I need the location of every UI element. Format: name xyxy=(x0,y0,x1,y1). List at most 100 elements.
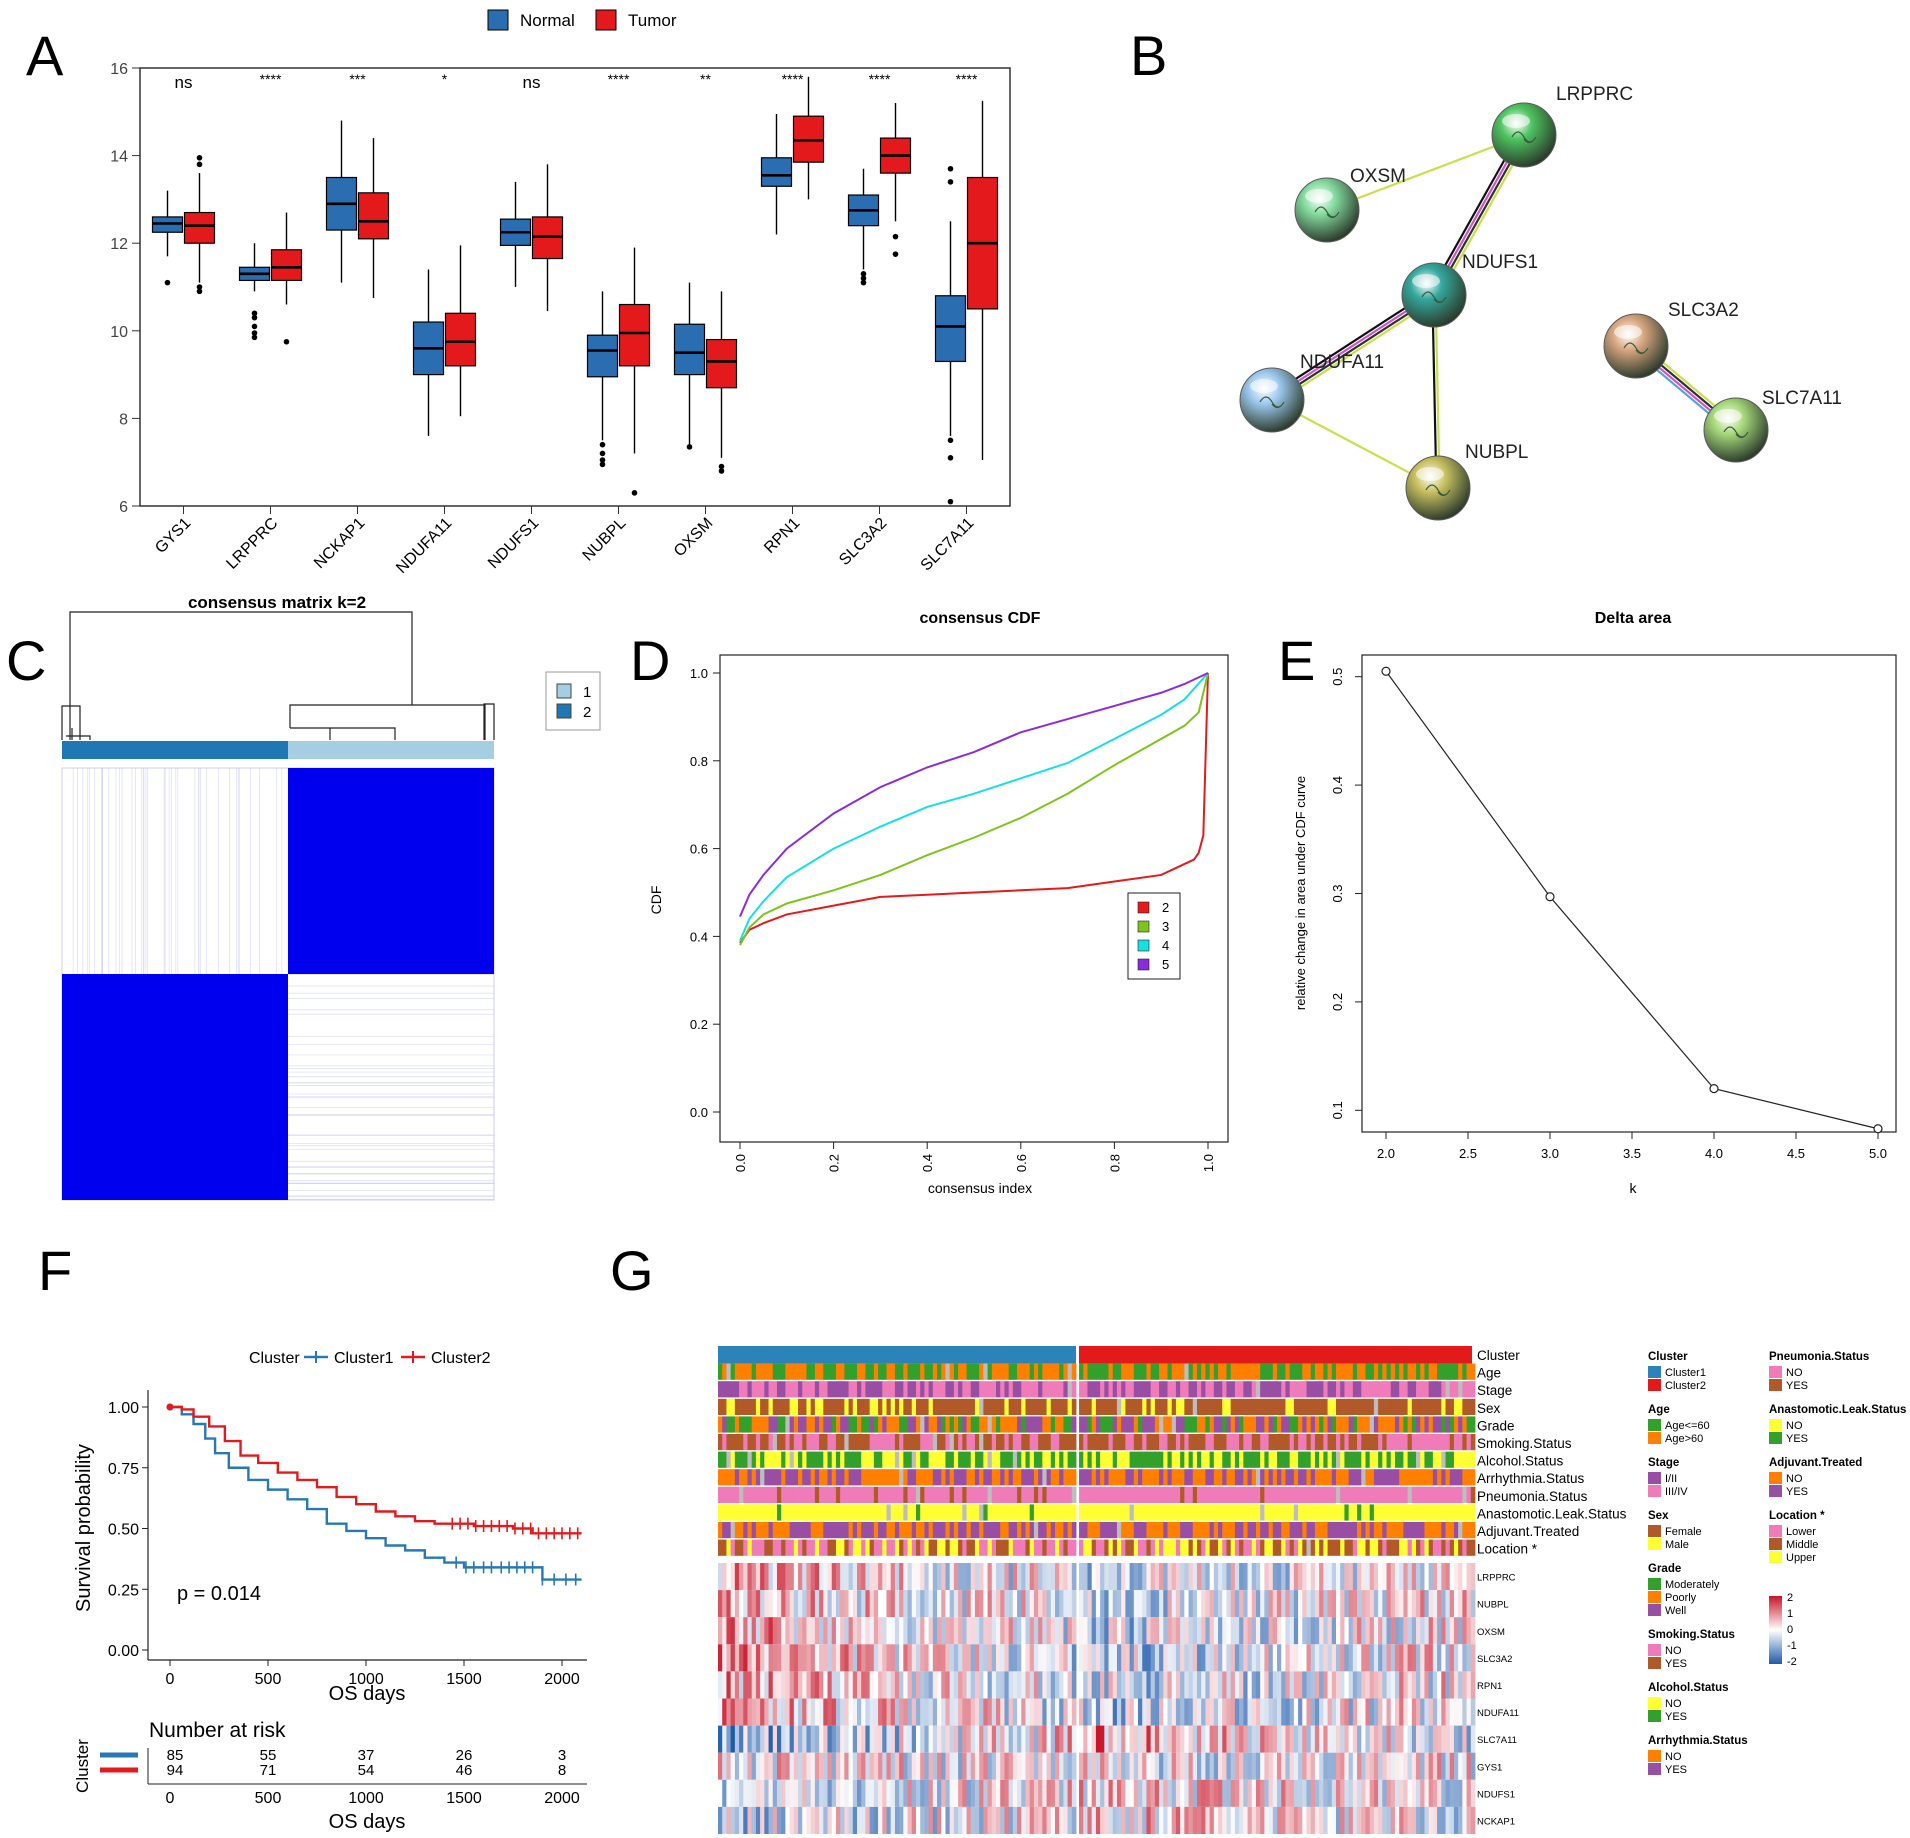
heatmap-cell xyxy=(1000,1725,1005,1753)
annotation-cell xyxy=(776,1451,782,1468)
heatmap-cell xyxy=(789,1644,795,1672)
annotation-cell xyxy=(899,1539,904,1556)
heatmap-cell xyxy=(755,1563,761,1591)
annotation-cell xyxy=(1071,1451,1077,1468)
heatmap-cell xyxy=(1466,1698,1472,1726)
heatmap-cell xyxy=(1079,1806,1084,1834)
annotation-cell xyxy=(941,1363,946,1380)
heatmap-cell xyxy=(1378,1617,1383,1645)
heatmap-cell xyxy=(1230,1590,1236,1618)
heatmap-cell xyxy=(1420,1563,1425,1591)
annotation-cell xyxy=(1054,1451,1060,1468)
heatmap-cell xyxy=(882,1752,887,1780)
cdf-legend-frame xyxy=(1127,892,1181,980)
annotation-cell xyxy=(1462,1486,1467,1503)
annotation-cell xyxy=(878,1522,883,1539)
heatmap-cell xyxy=(979,1617,984,1645)
heatmap-cell xyxy=(1394,1671,1400,1699)
heatmap-cell xyxy=(1054,1671,1060,1699)
annotation-cell xyxy=(1087,1486,1093,1503)
annotation-cell xyxy=(949,1363,955,1380)
annotation-cell xyxy=(1281,1381,1286,1398)
annotation-cell xyxy=(1394,1363,1400,1380)
heatmap-cell xyxy=(1281,1806,1286,1834)
annotation-cell xyxy=(1163,1539,1168,1556)
heatmap-cell xyxy=(1067,1590,1073,1618)
heatmap-cell xyxy=(1239,1725,1244,1753)
annotation-cell xyxy=(1251,1539,1257,1556)
heatmap-cell xyxy=(1264,1725,1269,1753)
heatmap-cell xyxy=(814,1752,820,1780)
heatmap-cell xyxy=(1470,1617,1476,1645)
annotation-cell xyxy=(1042,1381,1047,1398)
annotation-cell xyxy=(751,1522,757,1539)
annotation-cell xyxy=(1004,1522,1010,1539)
heatmap-cell xyxy=(802,1725,807,1753)
scale-tick-label-0: 2 xyxy=(1787,1592,1793,1604)
annotation-cell xyxy=(869,1363,875,1380)
heatmap-cell xyxy=(924,1644,930,1672)
cdf-x-tick-label: 0.0 xyxy=(733,1154,748,1172)
km-x-tick-label: 500 xyxy=(255,1671,282,1688)
annotation-cell xyxy=(1352,1416,1358,1433)
heatmap-cell xyxy=(1428,1644,1434,1672)
annotation-cell xyxy=(1116,1398,1122,1415)
annotation-cell xyxy=(928,1539,934,1556)
annotation-label-anastomotic-leak-status: Anastomotic.Leak.Status xyxy=(1477,1506,1627,1521)
annotation-cell xyxy=(1012,1398,1018,1415)
annotation-cell xyxy=(1378,1434,1383,1451)
heatmap-cell xyxy=(1277,1563,1282,1591)
annotation-cell xyxy=(1293,1451,1299,1468)
annotation-cell xyxy=(1445,1522,1451,1539)
annotation-cell xyxy=(974,1522,980,1539)
heatmap-cell xyxy=(1327,1671,1333,1699)
annotation-cell xyxy=(1017,1469,1022,1486)
annotation-cell xyxy=(1247,1434,1253,1451)
heatmap-cell xyxy=(1437,1671,1442,1699)
heatmap-cell xyxy=(1373,1563,1379,1591)
annotation-cell xyxy=(1458,1398,1463,1415)
heatmap-cell xyxy=(983,1779,988,1807)
heatmap-cell xyxy=(1104,1644,1109,1672)
heatmap-cell xyxy=(831,1590,837,1618)
annotation-cell xyxy=(928,1416,934,1433)
heatmap-cell xyxy=(1218,1671,1223,1699)
annotation-cell xyxy=(810,1434,816,1451)
annotation-cell xyxy=(1445,1504,1451,1521)
heatmap-cell xyxy=(798,1806,803,1834)
heatmap-cell xyxy=(1234,1725,1240,1753)
heatmap-cell xyxy=(1104,1779,1109,1807)
annotation-cell xyxy=(1411,1398,1417,1415)
annotation-cell xyxy=(1365,1522,1371,1539)
annotation-cell xyxy=(764,1416,769,1433)
annotation-cell xyxy=(945,1539,951,1556)
annotation-cell xyxy=(751,1539,757,1556)
annotation-cell xyxy=(1146,1522,1152,1539)
heatmap-cell xyxy=(890,1617,896,1645)
annotation-cell xyxy=(827,1398,833,1415)
heatmap-cell xyxy=(1449,1779,1455,1807)
heatmap-cell xyxy=(1335,1671,1341,1699)
annotation-cell xyxy=(764,1539,769,1556)
annotation-cell xyxy=(1445,1416,1451,1433)
heatmap-cell xyxy=(1453,1563,1459,1591)
annotation-cell xyxy=(1129,1539,1135,1556)
heatmap-cell xyxy=(1340,1698,1345,1726)
heatmap-cell xyxy=(755,1752,761,1780)
heatmap-cell xyxy=(1050,1644,1056,1672)
annotation-cell xyxy=(1091,1381,1097,1398)
heatmap-cell xyxy=(1247,1617,1253,1645)
heatmap-cell xyxy=(1437,1752,1442,1780)
box-nckap1-tumor xyxy=(357,192,390,240)
box-gys1-tumor xyxy=(183,211,216,244)
heatmap-cell xyxy=(1247,1779,1253,1807)
heatmap-cell xyxy=(1323,1779,1328,1807)
annotation-cell xyxy=(970,1469,976,1486)
heatmap-cell xyxy=(1184,1617,1189,1645)
heatmap-cell xyxy=(928,1806,934,1834)
heatmap-cell xyxy=(823,1698,828,1726)
annotation-cell xyxy=(1017,1451,1022,1468)
heatmap-cell xyxy=(1205,1644,1211,1672)
heatmap-cell xyxy=(1133,1617,1139,1645)
heatmap-cell xyxy=(1071,1698,1077,1726)
